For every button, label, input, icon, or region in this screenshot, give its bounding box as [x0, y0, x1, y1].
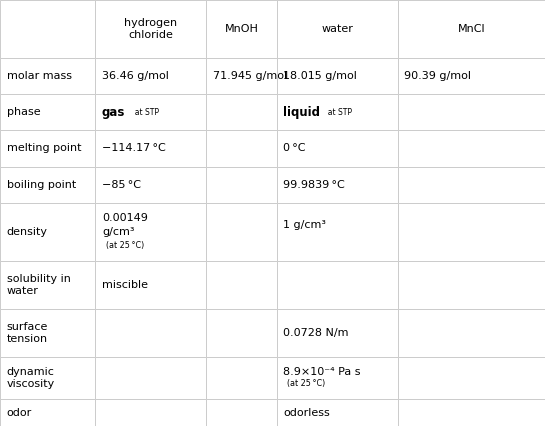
Bar — [0, 203, 95, 261]
Text: MnCl: MnCl — [458, 24, 485, 34]
Text: 99.9839 °C: 99.9839 °C — [283, 180, 345, 190]
Bar — [277, 167, 398, 203]
Text: 0.00149: 0.00149 — [102, 213, 148, 223]
Bar — [398, 357, 545, 399]
Bar — [277, 58, 398, 94]
Text: 0 °C: 0 °C — [283, 144, 306, 153]
Text: liquid: liquid — [283, 106, 320, 118]
Bar — [277, 203, 398, 261]
Text: phase: phase — [7, 107, 40, 117]
Bar — [398, 399, 545, 426]
Bar — [95, 94, 206, 130]
Bar — [206, 130, 277, 167]
Bar — [95, 130, 206, 167]
Bar — [0, 357, 95, 399]
Text: MnOH: MnOH — [225, 24, 258, 34]
Text: 8.9×10⁻⁴ Pa s: 8.9×10⁻⁴ Pa s — [283, 367, 361, 377]
Bar — [398, 58, 545, 94]
Bar — [277, 130, 398, 167]
Bar — [0, 0, 95, 58]
Text: 1 g/cm³: 1 g/cm³ — [283, 221, 326, 230]
Text: melting point: melting point — [7, 144, 81, 153]
Bar — [95, 167, 206, 203]
Text: dynamic
viscosity: dynamic viscosity — [7, 367, 55, 389]
Bar — [277, 399, 398, 426]
Bar — [0, 309, 95, 357]
Bar — [398, 94, 545, 130]
Text: hydrogen
chloride: hydrogen chloride — [124, 18, 177, 40]
Bar — [206, 167, 277, 203]
Text: 18.015 g/mol: 18.015 g/mol — [283, 71, 358, 81]
Bar — [398, 167, 545, 203]
Text: −114.17 °C: −114.17 °C — [102, 144, 166, 153]
Bar — [277, 261, 398, 309]
Text: density: density — [7, 227, 47, 237]
Bar — [398, 261, 545, 309]
Text: 0.0728 N/m: 0.0728 N/m — [283, 328, 349, 338]
Text: at STP: at STP — [130, 107, 159, 117]
Bar — [398, 309, 545, 357]
Text: 71.945 g/mol: 71.945 g/mol — [213, 71, 287, 81]
Bar — [0, 261, 95, 309]
Bar — [277, 94, 398, 130]
Text: gas: gas — [102, 106, 125, 118]
Bar — [95, 203, 206, 261]
Bar — [206, 203, 277, 261]
Text: odorless: odorless — [283, 408, 330, 417]
Bar — [0, 399, 95, 426]
Text: (at 25 °C): (at 25 °C) — [106, 241, 144, 250]
Bar — [206, 309, 277, 357]
Bar — [206, 58, 277, 94]
Text: 90.39 g/mol: 90.39 g/mol — [404, 71, 471, 81]
Text: molar mass: molar mass — [7, 71, 71, 81]
Text: (at 25 °C): (at 25 °C) — [287, 379, 325, 388]
Text: 36.46 g/mol: 36.46 g/mol — [102, 71, 169, 81]
Bar — [95, 0, 206, 58]
Bar — [95, 357, 206, 399]
Text: solubility in
water: solubility in water — [7, 274, 70, 296]
Text: surface
tension: surface tension — [7, 322, 48, 343]
Bar — [0, 58, 95, 94]
Bar — [95, 58, 206, 94]
Bar — [206, 94, 277, 130]
Bar — [95, 261, 206, 309]
Bar — [398, 130, 545, 167]
Bar — [206, 399, 277, 426]
Bar — [95, 399, 206, 426]
Text: −85 °C: −85 °C — [102, 180, 141, 190]
Bar — [277, 309, 398, 357]
Bar — [0, 167, 95, 203]
Text: boiling point: boiling point — [7, 180, 76, 190]
Bar — [398, 0, 545, 58]
Bar — [206, 357, 277, 399]
Bar — [398, 203, 545, 261]
Text: g/cm³: g/cm³ — [102, 227, 135, 237]
Bar — [277, 357, 398, 399]
Bar — [206, 261, 277, 309]
Bar — [0, 130, 95, 167]
Text: at STP: at STP — [323, 107, 352, 117]
Bar — [277, 0, 398, 58]
Bar — [95, 309, 206, 357]
Text: odor: odor — [7, 408, 32, 417]
Bar — [0, 94, 95, 130]
Text: miscible: miscible — [102, 280, 148, 290]
Text: water: water — [322, 24, 353, 34]
Bar — [206, 0, 277, 58]
